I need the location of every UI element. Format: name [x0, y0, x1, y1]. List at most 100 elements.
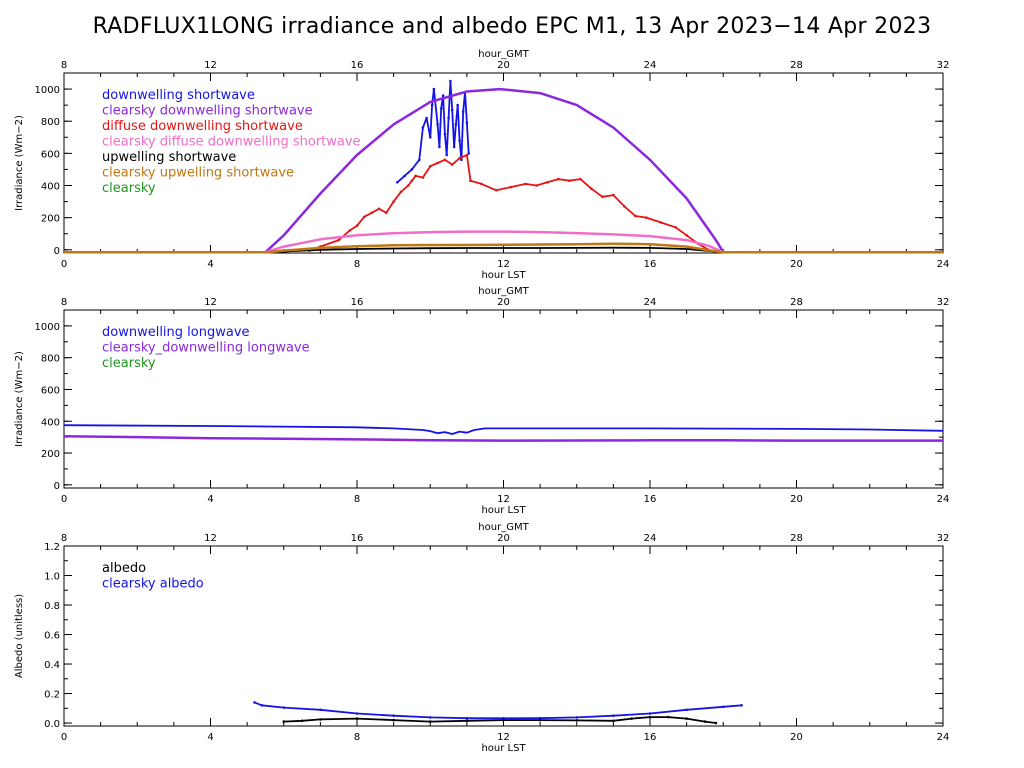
data-point — [630, 717, 633, 720]
data-point — [575, 716, 579, 719]
x2-tick-label: 16 — [351, 297, 364, 308]
data-point — [524, 182, 527, 186]
legend-entry: diffuse downwelling shortwave — [102, 119, 303, 134]
x2-tick-label: 24 — [644, 60, 657, 71]
data-point — [392, 200, 395, 203]
data-point — [385, 211, 388, 215]
data-point — [461, 110, 465, 113]
y-tick-label: 600 — [41, 385, 60, 396]
data-point — [260, 704, 264, 707]
x2-tick-label: 8 — [61, 297, 67, 308]
legend-entry: downwelling longwave — [102, 325, 250, 340]
x2-tick-label: 20 — [497, 533, 510, 544]
data-point — [253, 701, 256, 704]
data-point — [319, 718, 322, 721]
x2-tick-label: 8 — [61, 533, 67, 544]
data-point — [403, 174, 406, 178]
data-point — [436, 123, 439, 126]
data-point — [465, 716, 469, 720]
data-point — [396, 181, 399, 184]
series-line-clearsky-upwelling-shortwave — [64, 242, 943, 254]
data-point — [538, 716, 542, 720]
data-point — [722, 705, 725, 709]
x2-axis-label: hour_GMT — [478, 522, 529, 533]
data-point — [430, 103, 434, 107]
data-point — [438, 145, 441, 149]
legend-entry: clearsky diffuse downwelling shortwave — [102, 135, 361, 150]
series-line-downwelling-shortwave — [396, 80, 470, 183]
data-point — [432, 87, 436, 91]
data-point — [447, 116, 450, 120]
x-tick-label: 20 — [790, 732, 803, 743]
data-point — [410, 168, 414, 171]
data-point — [502, 717, 505, 720]
data-point — [575, 719, 579, 722]
y-tick-label: 200 — [41, 214, 60, 225]
x-axis-label: hour LST — [481, 270, 526, 281]
data-point — [590, 187, 593, 190]
legend-entry: upwelling shortwave — [102, 150, 236, 165]
y-axis-label: Albedo (unitless) — [14, 594, 25, 678]
data-point — [648, 715, 652, 719]
data-point — [538, 718, 542, 722]
y-tick-label: 1000 — [35, 85, 60, 96]
x-tick-label: 4 — [207, 732, 213, 743]
y-axis-label: Irradiance (Wm−2) — [14, 115, 25, 211]
data-point — [436, 161, 439, 165]
x2-tick-label: 24 — [644, 533, 657, 544]
y-tick-label: 400 — [41, 182, 60, 193]
x2-tick-label: 20 — [497, 297, 510, 308]
data-point — [612, 719, 615, 723]
data-point — [282, 720, 286, 723]
y-tick-label: 200 — [41, 449, 60, 460]
x-tick-label: 8 — [354, 494, 360, 505]
x-tick-label: 8 — [354, 732, 360, 743]
data-point — [579, 177, 582, 181]
legend-entry: downwelling shortwave — [102, 88, 255, 103]
data-point — [469, 179, 472, 182]
data-point — [648, 712, 652, 715]
data-point — [659, 221, 663, 224]
data-point — [449, 79, 452, 83]
data-point — [337, 238, 341, 242]
data-point — [429, 136, 432, 139]
data-point — [601, 195, 604, 199]
data-point — [458, 139, 461, 142]
x2-tick-label: 32 — [937, 533, 950, 544]
data-point — [392, 714, 395, 717]
data-point — [645, 216, 648, 219]
y-tick-label: 600 — [41, 149, 60, 160]
data-point — [450, 108, 454, 112]
data-point — [355, 712, 359, 715]
y-tick-label: 0.8 — [44, 601, 60, 612]
data-point — [348, 229, 352, 232]
data-point — [452, 145, 456, 149]
data-point — [443, 132, 447, 136]
data-point — [714, 721, 718, 725]
data-point — [667, 715, 670, 719]
x-tick-label: 20 — [790, 494, 803, 505]
data-point — [407, 184, 410, 187]
series-line-diffuse-downwelling-shortwave — [309, 154, 710, 252]
x-axis-label: hour LST — [481, 505, 526, 516]
data-point — [740, 704, 743, 707]
series-line-clearsky-downwelling-longwave — [63, 435, 943, 442]
x2-tick-label: 32 — [937, 297, 950, 308]
data-point — [282, 706, 286, 709]
series-line-clearsky-diffuse-downwelling-shortwave — [64, 230, 943, 254]
data-point — [377, 207, 381, 211]
data-point — [425, 116, 428, 120]
x-tick-label: 12 — [497, 494, 510, 505]
data-point — [429, 164, 432, 168]
data-point — [467, 152, 471, 155]
x-tick-label: 16 — [644, 732, 657, 743]
x-tick-label: 0 — [61, 732, 67, 743]
data-point — [355, 717, 359, 720]
x2-tick-label: 28 — [790, 60, 803, 71]
x2-tick-label: 8 — [61, 60, 67, 71]
x-tick-label: 16 — [644, 494, 657, 505]
data-point — [392, 718, 395, 722]
y-tick-label: 1000 — [35, 322, 60, 333]
series-line-clearsky-albedo — [254, 701, 742, 720]
y-tick-label: 0.2 — [44, 690, 60, 701]
